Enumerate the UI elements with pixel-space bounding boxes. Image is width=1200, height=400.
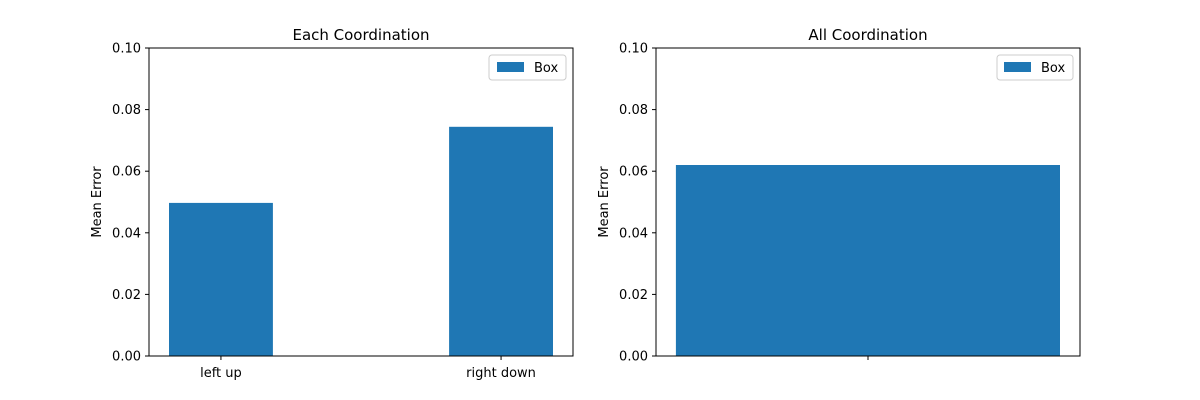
y-axis-label: Mean Error — [90, 166, 105, 238]
y-tick-label: 0.00 — [112, 350, 141, 365]
bar — [169, 202, 273, 356]
y-tick-label: 0.02 — [112, 288, 141, 303]
chart-title: Each Coordination — [292, 26, 429, 44]
legend: Box — [996, 54, 1074, 81]
y-tick-label: 0.06 — [112, 165, 141, 180]
chart-title: All Coordination — [808, 26, 927, 44]
legend-label: Box — [534, 61, 558, 76]
legend-box — [996, 54, 1074, 81]
legend-swatch — [497, 62, 524, 72]
y-tick-label: 0.10 — [112, 42, 141, 57]
x-tick-label: right down — [466, 366, 536, 381]
x-tick-label: left up — [200, 366, 242, 381]
chart-all-coordination: All Coordination 0.00 0.02 0.04 0.06 0.08 0.1… — [597, 26, 1081, 365]
legend-swatch — [1004, 62, 1031, 72]
axes-frame — [148, 47, 574, 357]
y-tick-label: 0.08 — [112, 103, 141, 118]
chart-each-coordination: Each Coordination 0.000.020.040.060.080.… — [90, 26, 574, 381]
bars — [169, 126, 553, 356]
y-tick-label: 0.04 — [619, 226, 648, 241]
y-axis: 0.00 0.02 0.04 0.06 0.08 0.10 — [112, 42, 149, 365]
y-tick-label: 0.04 — [112, 226, 141, 241]
legend-box — [488, 54, 567, 81]
bar — [675, 165, 1060, 356]
legend: Box — [488, 54, 567, 81]
y-tick-label: 0.08 — [619, 103, 648, 118]
y-tick-label: 0.06 — [619, 165, 648, 180]
legend-label: Box — [1041, 61, 1065, 76]
x-axis: left up right down — [200, 356, 536, 381]
y-axis: 0.00 0.02 0.04 0.06 0.08 0.10 — [619, 42, 656, 365]
bar — [449, 126, 553, 356]
y-tick-label: 0.02 — [619, 288, 648, 303]
bars — [675, 165, 1060, 356]
y-tick-label: 0.00 — [619, 350, 648, 365]
y-tick-label: 0.10 — [619, 42, 648, 57]
y-axis-label: Mean Error — [597, 166, 612, 238]
